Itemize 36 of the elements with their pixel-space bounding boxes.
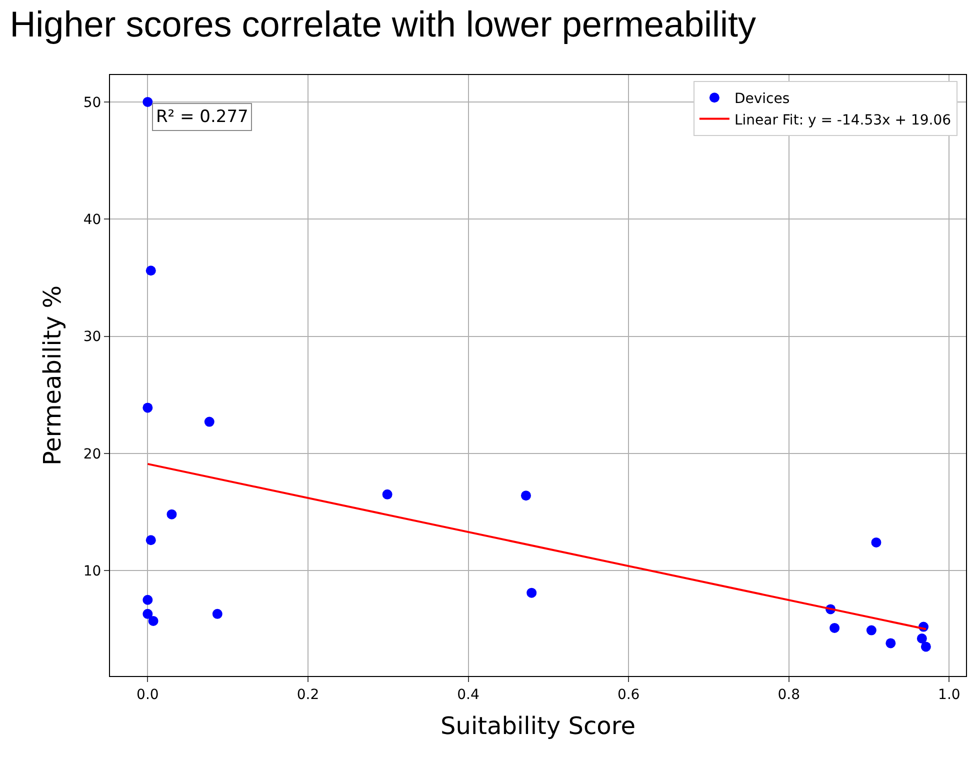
point bbox=[520, 490, 531, 501]
point bbox=[526, 588, 537, 598]
y-tick-label: 10 bbox=[83, 563, 102, 580]
x-tick-label: 0.4 bbox=[457, 686, 480, 703]
x-tick-label: 1.0 bbox=[938, 686, 960, 703]
point bbox=[916, 634, 927, 644]
x-tick-label: 0.8 bbox=[778, 686, 800, 703]
x-axis-title: Suitability Score bbox=[440, 712, 636, 740]
point bbox=[142, 594, 153, 605]
point bbox=[212, 608, 222, 619]
point bbox=[382, 489, 392, 500]
y-tick-label: 30 bbox=[83, 329, 102, 346]
point bbox=[166, 509, 177, 520]
x-tick-label: 0.6 bbox=[617, 686, 640, 703]
x-tick-label: 0.0 bbox=[136, 686, 159, 703]
point bbox=[830, 622, 840, 633]
point bbox=[146, 535, 156, 546]
legend-label: Linear Fit: y = -14.53x + 19.06 bbox=[734, 112, 952, 128]
point bbox=[148, 616, 158, 626]
y-axis-title: Permeability % bbox=[38, 286, 66, 466]
point bbox=[204, 416, 214, 427]
point bbox=[142, 402, 153, 413]
point bbox=[142, 608, 153, 619]
point bbox=[871, 537, 882, 548]
point bbox=[886, 638, 896, 648]
point bbox=[146, 266, 156, 276]
chart-title: Higher scores correlate with lower permeability bbox=[10, 4, 756, 45]
point bbox=[142, 96, 153, 107]
y-tick-label: 40 bbox=[83, 212, 102, 228]
x-tick-label: 0.2 bbox=[296, 686, 320, 703]
legend-label: Devices bbox=[734, 91, 790, 108]
point bbox=[920, 642, 931, 652]
y-tick-label: 20 bbox=[83, 446, 102, 462]
point bbox=[866, 625, 876, 636]
annotation: R² = 0.277 bbox=[156, 107, 248, 127]
y-tick-label: 50 bbox=[83, 94, 102, 111]
